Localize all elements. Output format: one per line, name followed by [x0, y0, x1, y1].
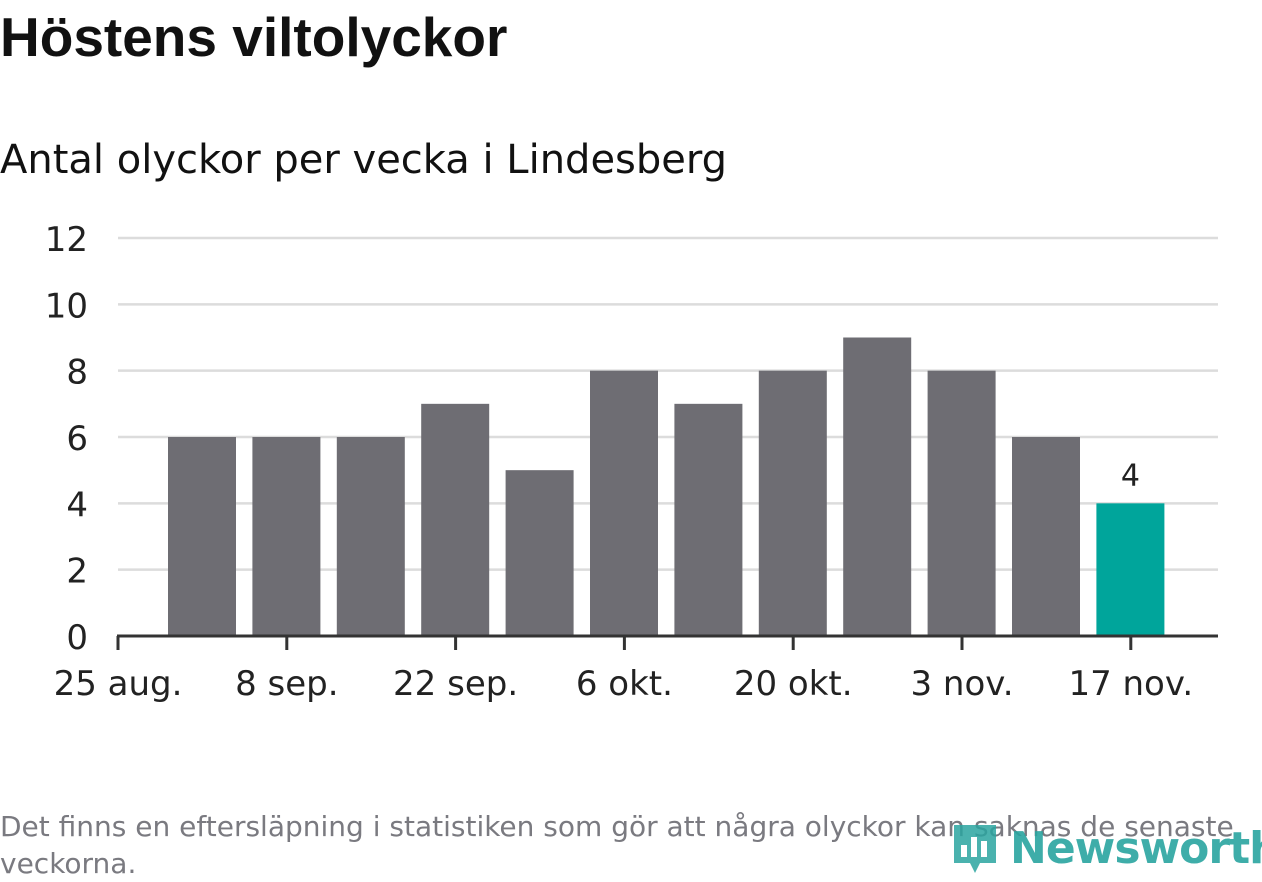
- data-label: 4: [1121, 458, 1140, 493]
- footnote: Det finns en eftersläpning i statistiken…: [0, 810, 1234, 880]
- x-tick-label: 8 sep.: [235, 664, 338, 704]
- x-tick-label: 20 okt.: [734, 664, 853, 704]
- bar: [843, 337, 912, 636]
- bar: [758, 370, 827, 636]
- bar-highlight: [1096, 503, 1165, 636]
- y-tick-label: 2: [66, 552, 88, 592]
- chart-subtitle: Antal olyckor per vecka i Lindesberg: [0, 137, 728, 183]
- y-tick-label: 0: [66, 618, 88, 658]
- x-tick-label: 3 nov.: [910, 664, 1013, 704]
- bar: [421, 403, 490, 636]
- newsworthy-logo-icon: [950, 819, 1000, 877]
- y-tick-label: 4: [66, 485, 88, 525]
- bar: [505, 470, 574, 636]
- y-tick-label: 6: [66, 419, 88, 459]
- bar: [168, 437, 236, 636]
- x-tick-label: 25 aug.: [54, 664, 183, 704]
- bars: [168, 337, 1165, 636]
- x-tick-label: 22 sep.: [393, 664, 518, 704]
- x-tick-label: 17 nov.: [1068, 664, 1193, 704]
- y-tick-label: 12: [45, 220, 88, 260]
- bar: [1012, 437, 1080, 636]
- bar: [927, 370, 996, 636]
- bar: [336, 437, 405, 636]
- y-tick-label: 8: [66, 353, 88, 393]
- chart-title: Höstens viltolyckor: [0, 6, 508, 68]
- y-tick-label: 10: [45, 286, 88, 326]
- newsworthy-logo-text: Newsworthy: [1010, 822, 1262, 874]
- bar: [252, 437, 321, 636]
- x-axis: 25 aug. 8 sep. 22 sep. 6 okt. 20 okt. 3 nov. 1…: [54, 634, 1218, 704]
- y-axis-ticks: 0 2 4 6 8 10 12: [45, 220, 88, 658]
- newsworthy-logo: Newsworthy: [950, 818, 1262, 878]
- x-tick-label: 6 okt.: [576, 664, 673, 704]
- bar: [674, 403, 743, 636]
- bar: [590, 370, 658, 636]
- data-labels: 4: [1121, 458, 1140, 493]
